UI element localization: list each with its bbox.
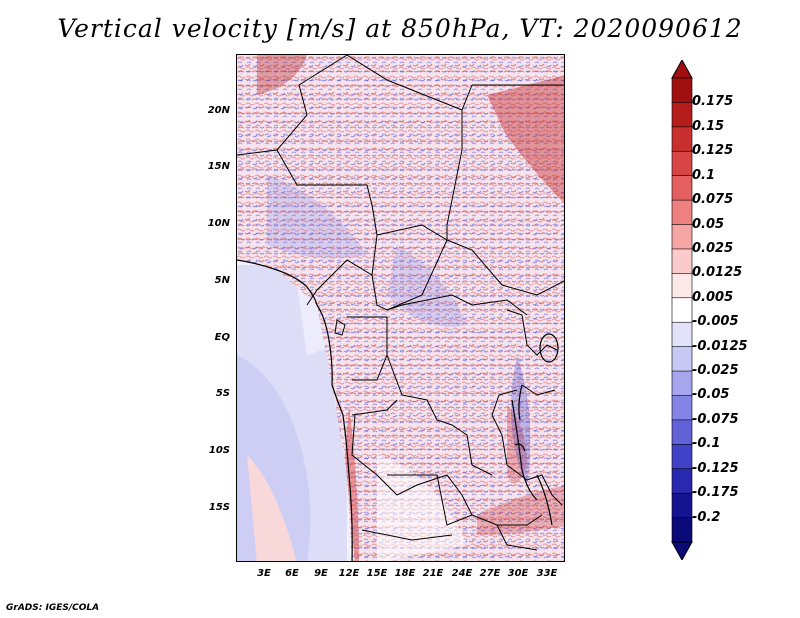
colorbar-segment: [671, 150, 693, 177]
colorbar-label: -0.025: [692, 363, 739, 379]
colorbar-segment: [671, 395, 693, 421]
colorbar-segment: [671, 468, 693, 494]
lon-label: 33E: [536, 568, 558, 579]
land-field: [237, 55, 564, 561]
colorbar-label: 0.005: [692, 289, 734, 305]
colorbar-segment: [671, 102, 693, 128]
colorbar-label: -0.1: [692, 436, 721, 452]
colorbar-segment: [671, 273, 693, 299]
lon-label: 21E: [422, 568, 444, 579]
colorbar-label: -0.125: [692, 460, 739, 476]
country-borders: [237, 55, 564, 551]
colorbar-label: 0.075: [692, 192, 734, 208]
colorbar-segment: [671, 297, 693, 324]
lat-label: 15N: [207, 161, 230, 172]
colorbar-top-arrow: [671, 60, 693, 79]
colorbar-segment: [671, 517, 693, 543]
colorbar-segment: [671, 248, 693, 275]
colorbar-label: 0.05: [692, 216, 725, 232]
lat-label: 5N: [214, 275, 230, 286]
plot-title: Vertical velocity [m/s] at 850hPa, VT: 2…: [57, 14, 743, 43]
lat-label: 15S: [208, 502, 230, 513]
colorbar: [671, 60, 693, 560]
lon-label: 24E: [451, 568, 473, 579]
lon-label: 18E: [394, 568, 416, 579]
colorbar-label: -0.075: [692, 411, 739, 427]
colorbar-segment: [671, 199, 693, 226]
colorbar-bottom-arrow: [671, 541, 693, 560]
lon-label: 6E: [285, 568, 299, 579]
lon-label: 27E: [479, 568, 501, 579]
colorbar-segment: [671, 346, 693, 372]
colorbar-segment: [671, 419, 693, 446]
lat-label: 20N: [207, 105, 230, 116]
lon-label: 3E: [257, 568, 271, 579]
colorbar-segment: [671, 321, 693, 348]
lat-label: 10N: [207, 218, 230, 229]
map-panel: [236, 54, 565, 562]
colorbar-label: -0.005: [692, 314, 739, 330]
colorbar-label: -0.05: [692, 387, 730, 403]
colorbar-label: -0.175: [692, 485, 739, 501]
colorbar-segment: [671, 77, 693, 104]
colorbar-segment: [671, 444, 693, 470]
lakes: [511, 333, 559, 526]
lat-label: EQ: [214, 332, 230, 343]
colorbar-label: 0.025: [692, 240, 734, 256]
coastline: [237, 259, 353, 561]
lat-label: 5S: [215, 388, 230, 399]
colorbar-segment: [671, 224, 693, 250]
lat-label: 10S: [208, 445, 230, 456]
lon-label: 12E: [338, 568, 360, 579]
colorbar-label: -0.2: [692, 509, 721, 525]
map-canvas: [237, 55, 564, 561]
colorbar-label: 0.1: [692, 167, 716, 183]
colorbar-segment: [671, 370, 693, 397]
footer-credit: GrADS: IGES/COLA: [6, 603, 100, 613]
colorbar-segment: [671, 492, 693, 519]
colorbar-label: 0.15: [692, 118, 725, 134]
colorbar-segment: [671, 175, 693, 201]
lon-label: 15E: [366, 568, 388, 579]
colorbar-label: -0.0125: [692, 338, 748, 354]
colorbar-segment: [671, 126, 693, 153]
lon-label: 9E: [314, 568, 328, 579]
colorbar-label: 0.125: [692, 143, 734, 159]
colorbar-label: 0.175: [692, 94, 734, 110]
lon-label: 30E: [507, 568, 529, 579]
colorbar-label: 0.0125: [692, 265, 743, 281]
